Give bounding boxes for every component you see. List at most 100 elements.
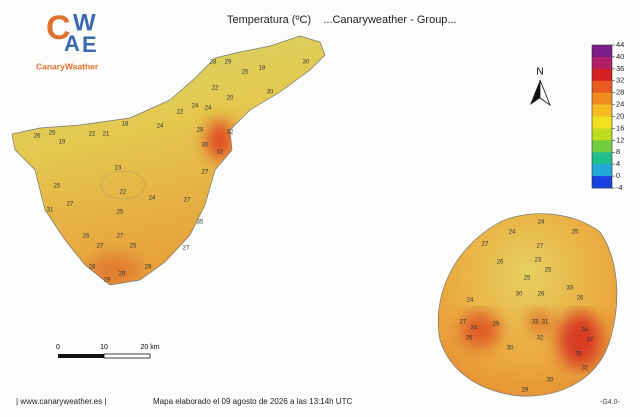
station-value: 28 [89, 265, 96, 271]
scale-label: 10 [100, 344, 108, 351]
station-value: 27 [537, 244, 544, 250]
station-value: 28 [197, 128, 204, 134]
station-value: 27 [202, 170, 209, 176]
colorbar-band [592, 80, 612, 93]
colorbar-band [592, 104, 612, 117]
station-value: 22 [120, 190, 127, 196]
colorbar-label: 8 [616, 147, 620, 156]
station-value: 35 [576, 352, 583, 358]
station-value: 27 [117, 234, 124, 240]
station-value: 31 [542, 320, 549, 326]
colorbar-band [592, 68, 612, 82]
station-value: 27 [97, 244, 104, 250]
station-value: 29 [104, 278, 111, 284]
logo-letter: W [73, 9, 96, 36]
colorbar-label: 12 [616, 135, 624, 144]
scale-label: 0 [56, 344, 60, 351]
station-value: 27 [67, 202, 74, 208]
station-value: 30 [516, 292, 523, 298]
station-value: 25 [242, 70, 249, 76]
footer-version: -G4.0- [600, 399, 621, 406]
colorbar-band [592, 128, 612, 141]
station-value: 22 [177, 110, 184, 116]
scale-bar: 0 10 20 km [56, 344, 160, 359]
station-value: 29 [225, 60, 232, 66]
station-value: 27 [183, 246, 190, 252]
colorbar-band [592, 92, 612, 105]
station-value: 27 [184, 198, 191, 204]
station-value: 18 [122, 122, 129, 128]
station-value: 30 [303, 60, 310, 66]
station-value: 22 [212, 86, 219, 92]
station-value: 26 [34, 134, 41, 140]
station-value: 24 [192, 104, 199, 110]
station-value: 20 [227, 96, 234, 102]
logo-letter: E [82, 32, 97, 57]
colorbar-band [592, 116, 612, 129]
station-value: 37 [587, 338, 594, 344]
colorbar-band [592, 56, 612, 70]
colorbar-label: 32 [616, 76, 624, 85]
station-value: 29 [119, 272, 126, 278]
station-value: 25 [54, 184, 61, 190]
station-value: 26 [538, 292, 545, 298]
station-value: 25 [466, 336, 473, 342]
station-value: 25 [545, 268, 552, 274]
colorbar-label: 40 [616, 52, 624, 61]
station-value: 29 [145, 265, 152, 271]
footer-site: | www.canaryweather.es | [16, 397, 106, 406]
station-value: 22 [89, 132, 96, 138]
colorbar-label: 16 [616, 123, 624, 132]
station-value: 30 [547, 378, 554, 384]
station-value: 23 [535, 258, 542, 264]
station-value: 32 [227, 130, 234, 136]
station-value: 24 [538, 220, 545, 226]
colorbar-band [592, 45, 612, 58]
station-value: 26 [577, 296, 584, 302]
colorbar-label: 24 [616, 100, 624, 109]
colorbar-label: -4 [616, 183, 623, 192]
logo-letter: A [64, 31, 80, 56]
station-value: 34 [471, 326, 478, 332]
station-value: 24 [149, 196, 156, 202]
colorbar-label: 0 [616, 171, 620, 180]
colorbar-band [592, 176, 612, 189]
north-arrow: N [530, 67, 551, 107]
station-value: 26 [83, 234, 90, 240]
colorbar-band [592, 164, 612, 177]
station-value: 21 [103, 132, 110, 138]
station-value: 27 [460, 320, 467, 326]
scale-label: 20 km [140, 344, 159, 351]
station-value: 30 [267, 90, 274, 96]
station-value: 25 [49, 131, 56, 137]
station-value: 33 [532, 320, 539, 326]
station-value: 25 [117, 210, 124, 216]
station-value: 25 [130, 244, 137, 250]
colorbar-label: 20 [616, 111, 624, 120]
station-value: 34 [582, 328, 589, 334]
station-value: 24 [467, 298, 474, 304]
station-value: 19 [59, 140, 66, 146]
station-value: 32 [537, 336, 544, 342]
station-value: 35 [197, 220, 204, 226]
station-value: 24 [157, 124, 164, 130]
colorbar-band [592, 152, 612, 165]
station-value: 29 [522, 388, 529, 394]
colorbar-label: 44 [616, 40, 624, 49]
station-value: 25 [572, 230, 579, 236]
station-value: 30 [507, 346, 514, 352]
logo-text: CanaryWeather [36, 61, 99, 71]
station-value: 27 [482, 242, 489, 248]
station-value: 18 [259, 66, 266, 72]
station-value: 24 [205, 106, 212, 112]
logo-letter: C [46, 9, 71, 47]
station-value: 31 [47, 208, 54, 214]
north-label: N [536, 67, 543, 78]
station-value: 26 [497, 260, 504, 266]
colorbar-label: 36 [616, 64, 624, 73]
station-value: 29 [493, 322, 500, 328]
station-value: 25 [524, 276, 531, 282]
